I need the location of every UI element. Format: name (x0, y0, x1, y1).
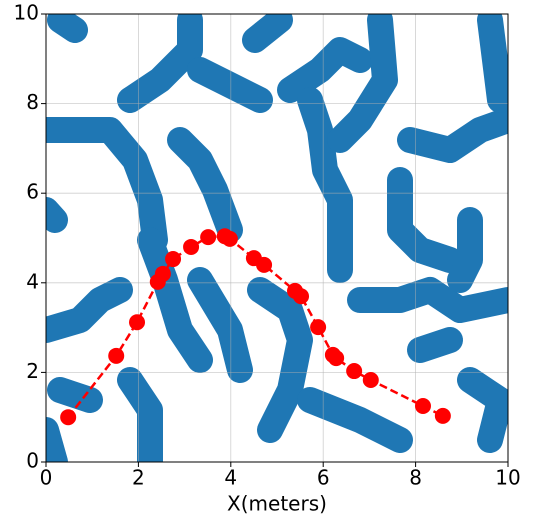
y-tick-label: 6 (26, 180, 39, 204)
waypoint (434, 407, 451, 424)
waypoint (165, 251, 182, 268)
waypoint (200, 229, 217, 246)
waypoint (129, 314, 146, 331)
waypoint (60, 409, 77, 426)
x-tick-label: 0 (40, 466, 53, 490)
waypoint (414, 398, 431, 414)
waypoint (221, 230, 238, 247)
y-tick-label: 0 (26, 449, 39, 473)
obstacle-map (46, 14, 508, 462)
x-axis-label: X(meters) (227, 492, 327, 516)
waypoint (108, 347, 125, 364)
y-tick-label: 2 (26, 359, 39, 383)
x-tick-label: 2 (132, 466, 145, 490)
y-tick-label: 10 (14, 1, 39, 25)
waypoint (346, 363, 363, 380)
waypoint (154, 265, 171, 282)
waypoint (183, 238, 200, 255)
waypoint (328, 350, 345, 367)
x-tick-label: 6 (317, 466, 330, 490)
y-tick-label: 8 (26, 90, 39, 114)
y-tick-label: 4 (26, 269, 39, 293)
x-tick-label: 10 (495, 466, 520, 490)
waypoint (310, 319, 327, 336)
x-tick-label: 4 (224, 466, 237, 490)
axes-frame (45, 13, 509, 463)
waypoint (293, 288, 310, 305)
x-tick-label: 8 (409, 466, 422, 490)
waypoint (256, 256, 273, 273)
waypoint (362, 372, 379, 389)
